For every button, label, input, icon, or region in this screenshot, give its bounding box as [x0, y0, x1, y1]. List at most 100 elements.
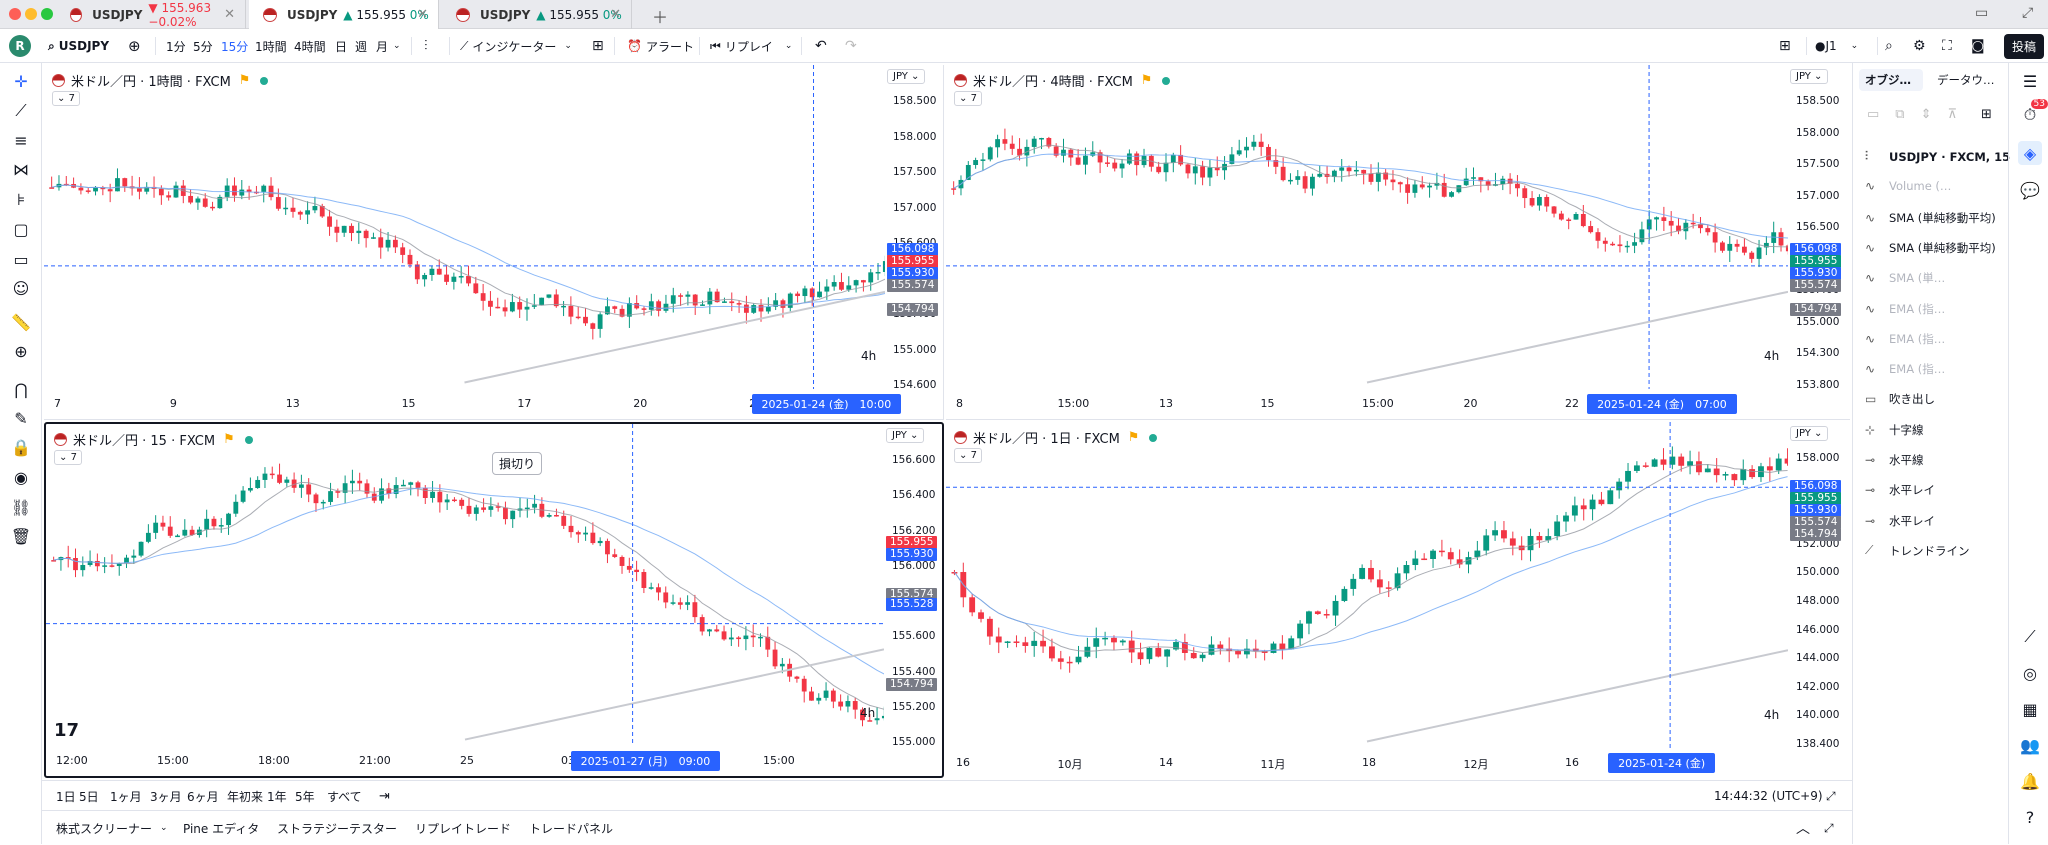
drawing-mode-icon[interactable]: ✎ [14, 408, 28, 428]
price-chart-canvas[interactable] [946, 65, 1788, 389]
symbol-search[interactable]: ⌕ USDJPY [48, 38, 110, 54]
add-folder-icon[interactable]: ⊞ [1981, 107, 1992, 122]
trendline-drawing[interactable] [464, 290, 886, 384]
range-button[interactable]: 1日 [56, 789, 76, 804]
zoom-in-icon[interactable]: ⊕ [14, 341, 28, 361]
fullscreen-mode-icon[interactable]: ⛶ [1942, 38, 1952, 54]
object-item[interactable]: ∿ SMA (単純移動平均) [1865, 210, 1996, 226]
alert-button[interactable]: ⏰ アラート [627, 39, 694, 54]
range-button[interactable]: 1ヶ月 [110, 789, 142, 804]
flag-icon[interactable]: ⚑ [1140, 73, 1153, 88]
range-button[interactable]: 5日 [79, 789, 99, 804]
layout-name[interactable]: ●J1 ⌄ [1815, 39, 1859, 53]
fullscreen-icon[interactable]: ⤢ [2022, 5, 2034, 21]
chart-panel-15m[interactable]: 米ドル／円 · 15 · FXCM ⚑ ⌄ 7 JPY ⌄ 156.600 156.400… [44, 422, 944, 778]
annotation-tool-icon[interactable]: ▭ [13, 249, 29, 269]
help-icon[interactable]: ? [2025, 807, 2035, 827]
calendar-icon[interactable]: ▦ [2022, 699, 2038, 719]
chart-panel-4h[interactable]: 米ドル／円 · 4時間 · FXCM ⚑ ⌄ 7 JPY ⌄ 158.500 158.00… [946, 65, 1850, 420]
redo-icon[interactable]: ↷ [845, 38, 857, 54]
interval-1m[interactable]: 1分 [166, 39, 186, 54]
goto-date-icon[interactable]: ⇥ [379, 788, 390, 804]
clock-display[interactable]: 14:44:32 (UTC+9) [1714, 789, 1823, 803]
chat-icon[interactable]: 💬 [2020, 180, 2040, 200]
currency-select[interactable]: JPY ⌄ [1790, 426, 1829, 441]
tab-replay-trade[interactable]: リプレイトレード [415, 821, 512, 836]
object-item[interactable]: ∿ SMA (単… [1865, 270, 1945, 286]
forecast-tool-icon[interactable]: ⊧ [16, 189, 26, 209]
interval-4h[interactable]: 4時間 [294, 39, 326, 54]
layout-window-icon[interactable]: ▭ [1975, 5, 1989, 21]
flag-icon[interactable]: ⚑ [223, 432, 235, 447]
crosshair-tool-icon[interactable]: ✛ [14, 71, 28, 91]
range-button[interactable]: 5年 [295, 789, 315, 804]
interval-5m[interactable]: 5分 [193, 39, 213, 54]
trendline-drawing[interactable] [1366, 290, 1788, 384]
interval-1h[interactable]: 1時間 [255, 39, 287, 54]
chart-panel-1h[interactable]: 米ドル／円 · 1時間 · FXCM ⚑ ⌄ 7 JPY ⌄ 158.500 158.00… [44, 65, 944, 420]
tab-usdjpy-2[interactable]: USDJPY ▲ 155.955 0% ✕ [249, 0, 439, 29]
currency-select[interactable]: JPY ⌄ [886, 428, 925, 443]
camera-icon[interactable]: ◙ [1971, 38, 1985, 54]
maximize-panel-icon[interactable]: ⤢ [1824, 820, 1834, 835]
object-item[interactable]: ▭ 吹き出し [1865, 391, 1935, 407]
new-tab-icon[interactable]: ＋ [652, 8, 669, 27]
object-item[interactable]: ⊸ 水平線 [1865, 452, 1924, 468]
object-item[interactable]: ⊹ 十字線 [1865, 422, 1924, 438]
price-chart-canvas[interactable] [44, 65, 885, 389]
close-window-button[interactable] [9, 8, 21, 20]
object-tree-icon[interactable]: ◈ [2018, 141, 2042, 165]
zoom-window-button[interactable] [41, 8, 53, 20]
tab-usdjpy-1[interactable]: USDJPY ▼ 155.963 −0.02% ✕ [56, 0, 246, 29]
interval-day[interactable]: 日 [335, 39, 348, 54]
geometry-tool-icon[interactable]: ▢ [13, 219, 29, 239]
trendline-drawing[interactable] [464, 648, 884, 741]
collapse-panel-icon[interactable]: ︿ [1796, 821, 1810, 837]
templates-icon[interactable]: ⊞ [592, 38, 604, 54]
object-item[interactable]: ⫶ USDJPY · FXCM, 15 [1865, 149, 2010, 164]
object-item[interactable]: ∿ EMA (指… [1865, 331, 1945, 347]
currency-select[interactable]: JPY ⌄ [887, 69, 926, 84]
range-button[interactable]: 3ヶ月 [150, 789, 182, 804]
object-item[interactable]: ⊸ 水平レイ [1865, 513, 1935, 529]
price-chart-canvas[interactable] [946, 422, 1788, 748]
indicators-toggle[interactable]: ⌄ 7 [954, 448, 982, 463]
expand-icon[interactable]: ⤢ [1826, 788, 1836, 803]
flag-icon[interactable]: ⚑ [238, 73, 251, 88]
object-item[interactable]: ⊸ 水平レイ [1865, 482, 1935, 498]
magnet-icon[interactable]: ⋂ [14, 379, 28, 399]
object-item[interactable]: ∿ EMA (指… [1865, 301, 1945, 317]
pattern-tool-icon[interactable]: ⋈ [13, 159, 29, 179]
ruler-tool-icon[interactable]: 📏 [11, 312, 31, 332]
publish-button[interactable]: 投稿 [2004, 29, 2045, 63]
currency-select[interactable]: JPY ⌄ [1790, 69, 1829, 84]
replay-button[interactable]: ⏮ リプレイ ⌄ [710, 38, 793, 54]
fib-tool-icon[interactable]: ≡ [14, 130, 28, 150]
watchlist-icon[interactable]: ☰ [2022, 71, 2038, 91]
range-button[interactable]: 1年 [267, 789, 287, 804]
eye-icon[interactable]: ◉ [14, 467, 28, 487]
emoji-tool-icon[interactable]: ☺ [12, 278, 30, 298]
close-tab-icon[interactable]: ✕ [224, 7, 235, 22]
interval-week[interactable]: 週 [355, 39, 368, 54]
range-button[interactable]: すべて [327, 789, 362, 804]
object-item[interactable]: ∿ EMA (指… [1865, 361, 1945, 377]
layout-grid-icon[interactable]: ⊞ [1779, 38, 1791, 54]
interval-month[interactable]: 月 ⌄ [376, 39, 401, 54]
close-tab-icon[interactable]: ✕ [610, 7, 621, 22]
quick-search-icon[interactable]: ⌕ [1885, 38, 1893, 54]
tab-data-window[interactable]: データウ… [1937, 73, 1995, 87]
object-item[interactable]: ⟋ トレンドライン [1865, 543, 1970, 559]
compare-add-icon[interactable]: ⊕ [128, 37, 141, 55]
tab-objects[interactable]: オブジ… [1859, 69, 1923, 91]
indicators-toggle[interactable]: ⌄ 7 [954, 91, 982, 106]
tab-trade-panel[interactable]: トレードパネル [529, 821, 614, 836]
tab-strategy-tester[interactable]: ストラテジーテスター [277, 821, 398, 836]
tab-pine-editor[interactable]: Pine エディタ [183, 821, 260, 836]
settings-gear-icon[interactable]: ⚙ [1913, 38, 1926, 54]
flag-icon[interactable]: ⚑ [1127, 430, 1140, 445]
target-icon[interactable]: ◎ [2023, 663, 2037, 683]
interval-15m[interactable]: 15分 [221, 39, 249, 54]
indicators-toggle[interactable]: ⌄ 7 [52, 91, 80, 106]
